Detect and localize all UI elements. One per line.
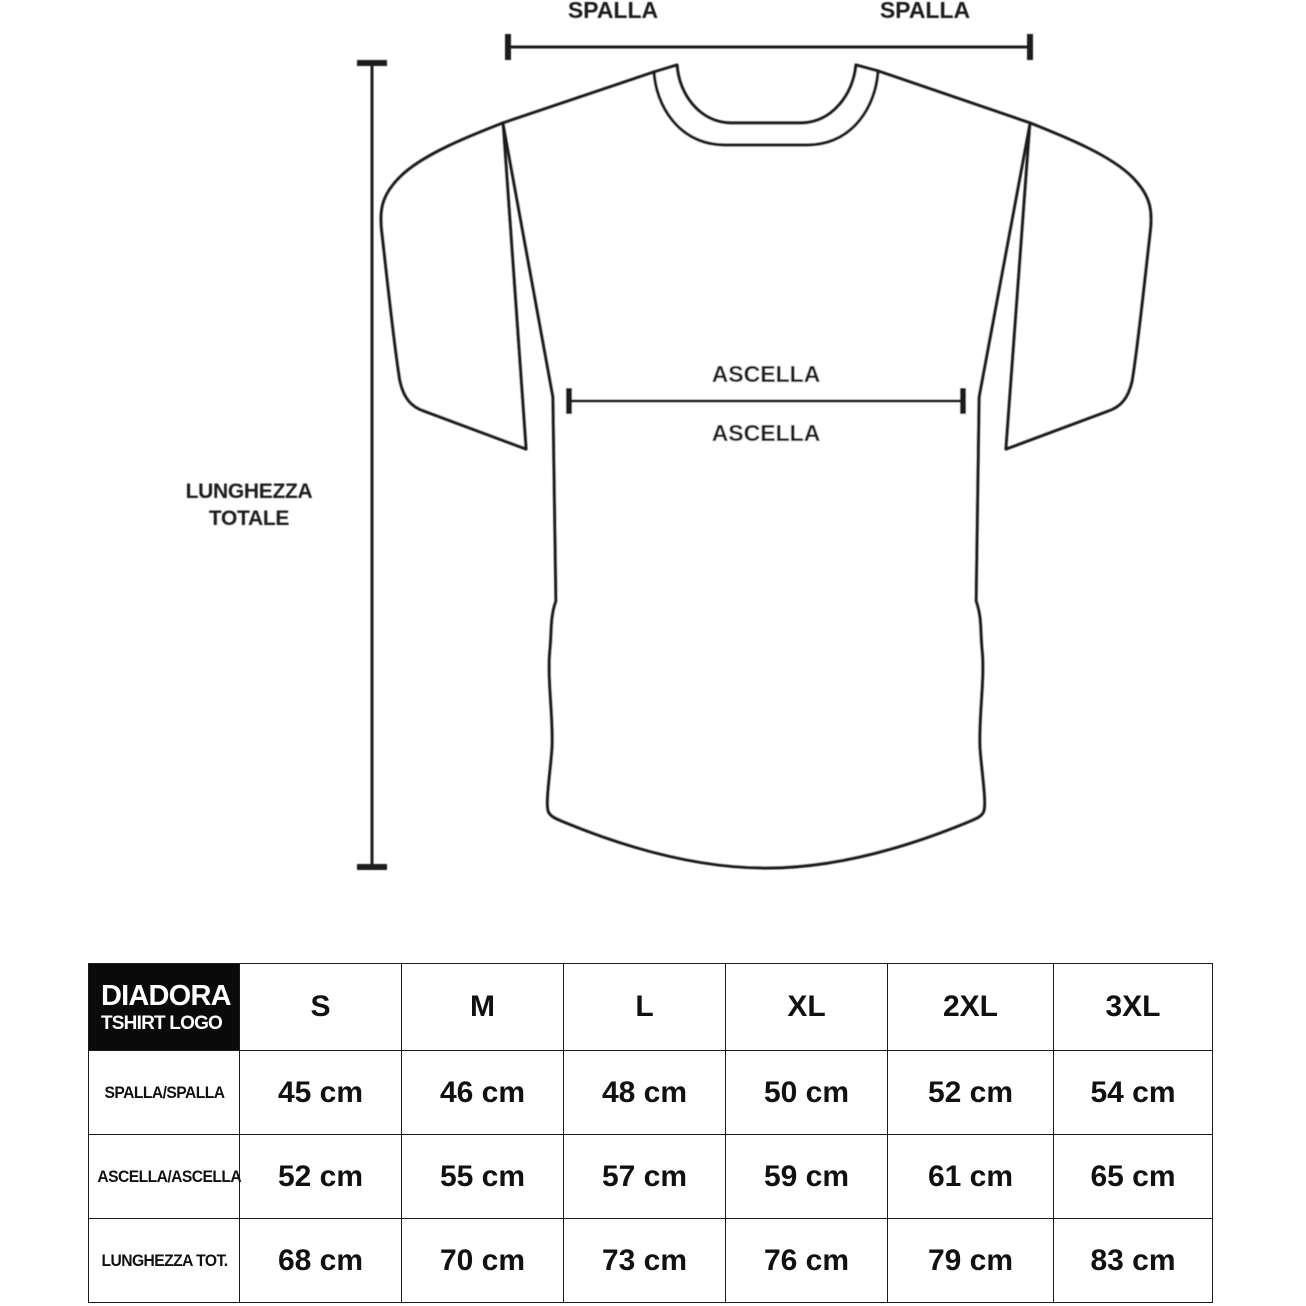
- svg-text:TOTALE: TOTALE: [209, 507, 290, 530]
- svg-text:ASCELLA: ASCELLA: [712, 361, 821, 387]
- svg-text:ASCELLA: ASCELLA: [712, 420, 821, 446]
- svg-text:LUNGHEZZA: LUNGHEZZA: [186, 480, 313, 503]
- svg-text:SPALLA: SPALLA: [568, 0, 658, 23]
- svg-text:SPALLA: SPALLA: [880, 0, 970, 23]
